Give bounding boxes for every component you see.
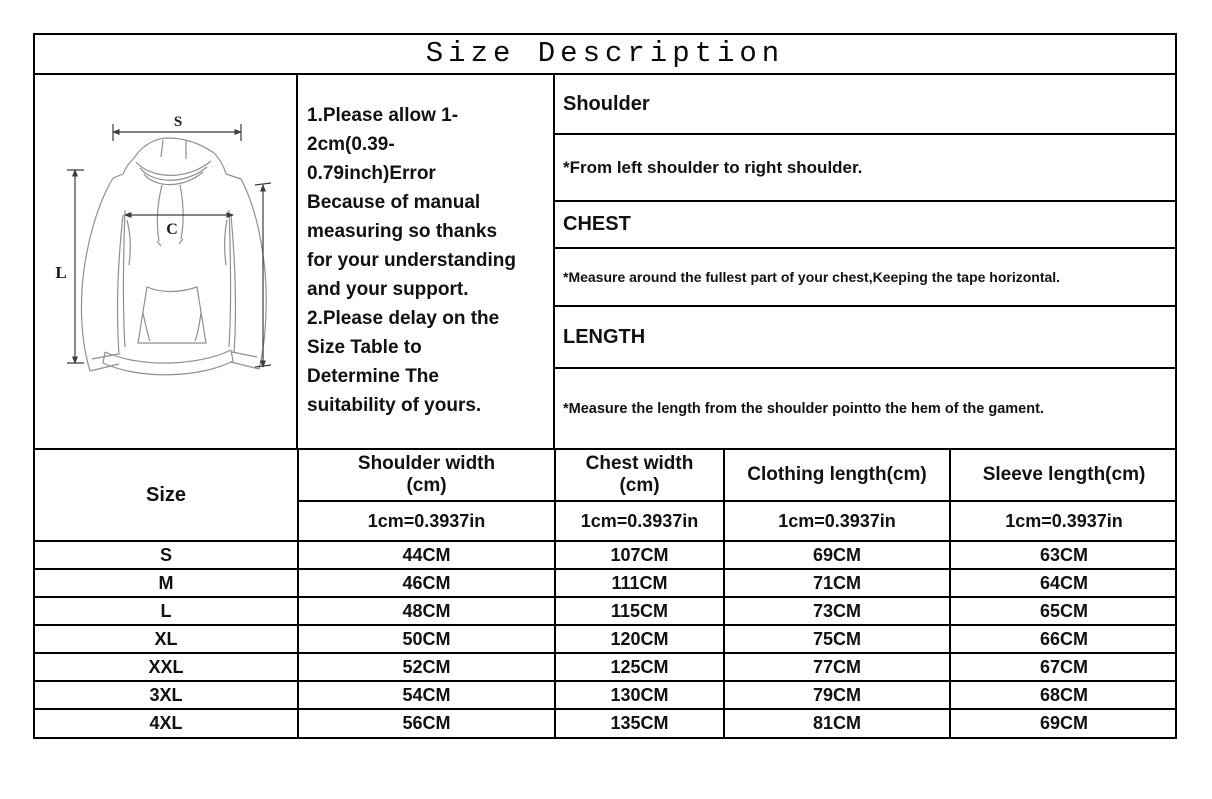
hoodie-diagram-cell: S C L [35,75,298,448]
chest-value: 111CM [554,568,725,598]
size-row-xxl: XXL 52CM 125CM 77CM 67CM [35,652,1177,682]
size-label: S [35,540,299,570]
notes-cell: 1.Please allow 1-2cm(0.39-0.79inch)Error… [298,75,555,448]
col-header-size: Size [35,448,299,542]
shoulder-value: 56CM [297,708,556,737]
chest-value: 135CM [554,708,725,737]
clothing-length-value: 77CM [723,652,951,682]
clothing-length-value: 75CM [723,624,951,654]
size-label: XL [35,624,299,654]
definition-term-chest: CHEST [555,202,1175,249]
chest-letter: C [166,221,178,238]
definition-desc-length: *Measure the length from the shoulder po… [563,400,1044,417]
sleeve-length-value: 67CM [949,652,1177,682]
clothing-length-value: 73CM [723,596,951,626]
sleeve-length-value: 66CM [949,624,1177,654]
unit-note: 1cm=0.3937in [723,500,951,542]
sleeve-length-value: 65CM [949,596,1177,626]
col-header-clothing-length: Clothing length(cm) [723,448,951,502]
clothing-length-value: 79CM [723,680,951,710]
col-header-chest-width: Chest width (cm) [554,448,725,502]
size-description-sheet: Size Description [33,33,1177,739]
size-row-l: L 48CM 115CM 73CM 65CM [35,596,1177,626]
shoulder-value: 50CM [297,624,556,654]
measure-guide-section: S C L 1.Please allow 1-2cm(0.39-0.79inch… [35,75,1175,448]
shoulder-value: 54CM [297,680,556,710]
unit-note: 1cm=0.3937in [554,500,725,542]
size-label: XXL [35,652,299,682]
size-label: 3XL [35,680,299,710]
clothing-length-value: 69CM [723,540,951,570]
unit-note: 1cm=0.3937in [949,500,1177,542]
clothing-length-value: 81CM [723,708,951,737]
size-table: Size Shoulder width (cm) Chest width (cm… [35,448,1177,737]
drawstring-left [156,184,163,242]
sleeve-length-value: 64CM [949,568,1177,598]
col-header-sleeve-length: Sleeve length(cm) [949,448,1177,502]
length-letter: L [55,263,66,282]
chest-value: 120CM [554,624,725,654]
unit-note: 1cm=0.3937in [297,500,556,542]
chest-value: 125CM [554,652,725,682]
sleeve-length-value: 69CM [949,708,1177,737]
shoulder-value: 44CM [297,540,556,570]
definition-desc-chest: *Measure around the fullest part of your… [555,249,1175,307]
drawstring-right [179,184,184,240]
dimension-lines [67,124,272,368]
size-row-m: M 46CM 111CM 71CM 64CM [35,568,1177,598]
size-row-3xl: 3XL 54CM 130CM 79CM 68CM [35,680,1177,710]
hoodie-outline [80,137,267,376]
size-row-s: S 44CM 107CM 69CM 63CM [35,540,1177,570]
sleeve-length-value: 63CM [949,540,1177,570]
size-label: 4XL [35,708,299,737]
sleeve-length-value: 68CM [949,680,1177,710]
definitions-column: Shoulder *From left shoulder to right sh… [555,75,1175,448]
pocket-sketch [137,286,207,344]
definition-desc-shoulder: *From left shoulder to right shoulder. [555,135,1175,202]
size-label: L [35,596,299,626]
chest-value: 130CM [554,680,725,710]
shoulder-value: 46CM [297,568,556,598]
chest-value: 115CM [554,596,725,626]
note-line-2: 2.Please delay on the Size Table to Dete… [307,308,500,416]
page-title: Size Description [35,35,1175,75]
size-label: M [35,568,299,598]
definition-term-shoulder: Shoulder [555,75,1175,135]
note-line-1: 1.Please allow 1-2cm(0.39-0.79inch)Error… [307,105,516,300]
shoulder-letter: S [174,114,182,130]
size-row-4xl: 4XL 56CM 135CM 81CM 69CM [35,708,1177,737]
size-row-xl: XL 50CM 120CM 75CM 66CM [35,624,1177,654]
shoulder-value: 48CM [297,596,556,626]
col-header-shoulder-width: Shoulder width (cm) [297,448,556,502]
hoodie-sketch: S C L [55,114,272,376]
shoulder-value: 52CM [297,652,556,682]
definition-term-length: LENGTH [555,307,1175,369]
chest-value: 107CM [554,540,725,570]
clothing-length-value: 71CM [723,568,951,598]
